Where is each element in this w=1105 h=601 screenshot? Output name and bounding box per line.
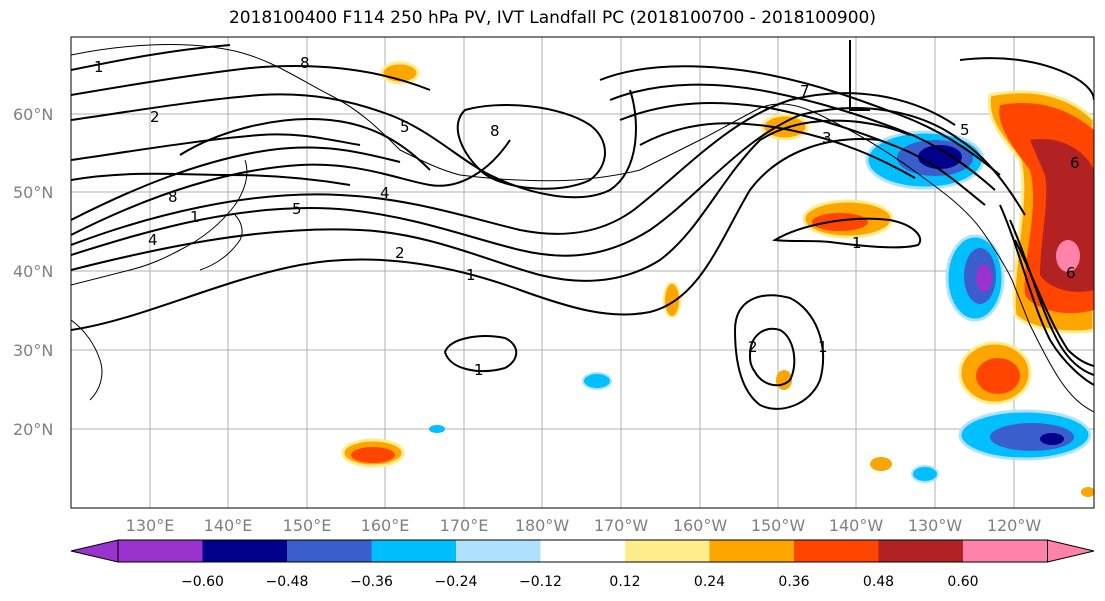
map-frame	[70, 36, 1095, 509]
latitude-labels: 60°N 50°N 40°N 30°N 20°N	[13, 105, 53, 439]
map-title: 2018100400 F114 250 hPa PV, IVT Landfall…	[228, 8, 876, 28]
contour-label: 1	[466, 266, 476, 284]
colorbar-segment	[287, 540, 372, 562]
colorbar-segment	[794, 540, 879, 562]
colorbar-tick-label: 0.48	[863, 574, 894, 590]
contour-label: 5	[400, 118, 410, 136]
contour-label: 4	[380, 184, 390, 202]
contour-label: 2	[150, 108, 160, 126]
contour-label: 1	[818, 338, 828, 356]
lon-label: 120°W	[987, 516, 1042, 535]
colorbar-segment	[878, 540, 963, 562]
lon-label: 130°W	[908, 516, 963, 535]
lon-label: 170°W	[594, 516, 649, 535]
colorbar-extend-max	[1047, 539, 1095, 563]
contour-label: 3	[822, 129, 832, 147]
colorbar-tick-label: 0.24	[694, 574, 725, 590]
contour-label: 1	[852, 234, 862, 252]
lon-label: 130°E	[126, 516, 175, 535]
colorbar-tick-label: −0.12	[519, 574, 562, 590]
colorbar-frame	[117, 539, 1048, 563]
contour-label: 1	[190, 208, 200, 226]
colorbar-tick-label: 0.36	[778, 574, 809, 590]
contour-label: 6	[1070, 154, 1080, 172]
lat-label: 40°N	[13, 262, 53, 281]
contour-label: 6	[1066, 264, 1076, 282]
colorbar-tick-label: −0.36	[350, 574, 393, 590]
lon-label: 150°E	[283, 516, 332, 535]
contour-label: 1	[474, 361, 484, 379]
colorbar-segment	[709, 540, 794, 562]
colorbar-tick-label: 0.60	[947, 574, 978, 590]
colorbar-segment	[963, 540, 1048, 562]
colorbar-segment	[540, 540, 625, 562]
pv-contours	[71, 40, 1094, 410]
contour-label: 5	[960, 121, 970, 139]
lon-label: 170°E	[440, 516, 489, 535]
contour-labels: 1 2 4 5 8 1 8 4 5 8 2 1 1 1 3 7 5 6 2 1 …	[94, 54, 1080, 379]
contour-label: 4	[148, 231, 158, 249]
longitude-labels: 130°E 140°E 150°E 160°E 170°E 180°W 170°…	[126, 516, 1042, 535]
map-area	[71, 37, 1094, 508]
lon-label: 160°E	[361, 516, 410, 535]
coastlines	[71, 44, 1094, 413]
contour-label: 2	[395, 244, 405, 262]
colorbar-extend-min	[70, 539, 119, 563]
colorbar-segment	[118, 540, 203, 562]
lon-label: 160°W	[673, 516, 728, 535]
lat-label: 50°N	[13, 183, 53, 202]
lon-label: 140°E	[204, 516, 253, 535]
colorbar-tick-label: 0.12	[609, 574, 640, 590]
lon-label: 180°W	[515, 516, 570, 535]
lat-label: 20°N	[13, 420, 53, 439]
lat-label: 30°N	[13, 341, 53, 360]
colorbar-segment	[456, 540, 541, 562]
colorbar-tick-label: −0.48	[266, 574, 309, 590]
contour-label: 8	[300, 54, 310, 72]
colorbar-segment	[625, 540, 710, 562]
contour-label: 8	[168, 188, 178, 206]
colorbar-segment	[371, 540, 456, 562]
contour-label: 8	[490, 122, 500, 140]
contour-label: 2	[748, 338, 758, 356]
colorbar-tick-label: −0.60	[181, 574, 224, 590]
colorbar-tick-label: −0.24	[435, 574, 478, 590]
colorbar-segment	[202, 540, 287, 562]
lon-label: 140°W	[829, 516, 884, 535]
lon-label: 150°W	[751, 516, 806, 535]
contour-label: 1	[94, 58, 104, 76]
colorbar: −0.60 −0.48 −0.36 −0.24 −0.12 0.12 0.24 …	[70, 539, 1095, 590]
contour-label: 5	[292, 200, 302, 218]
lat-label: 60°N	[13, 105, 53, 124]
contour-label: 7	[800, 82, 810, 100]
